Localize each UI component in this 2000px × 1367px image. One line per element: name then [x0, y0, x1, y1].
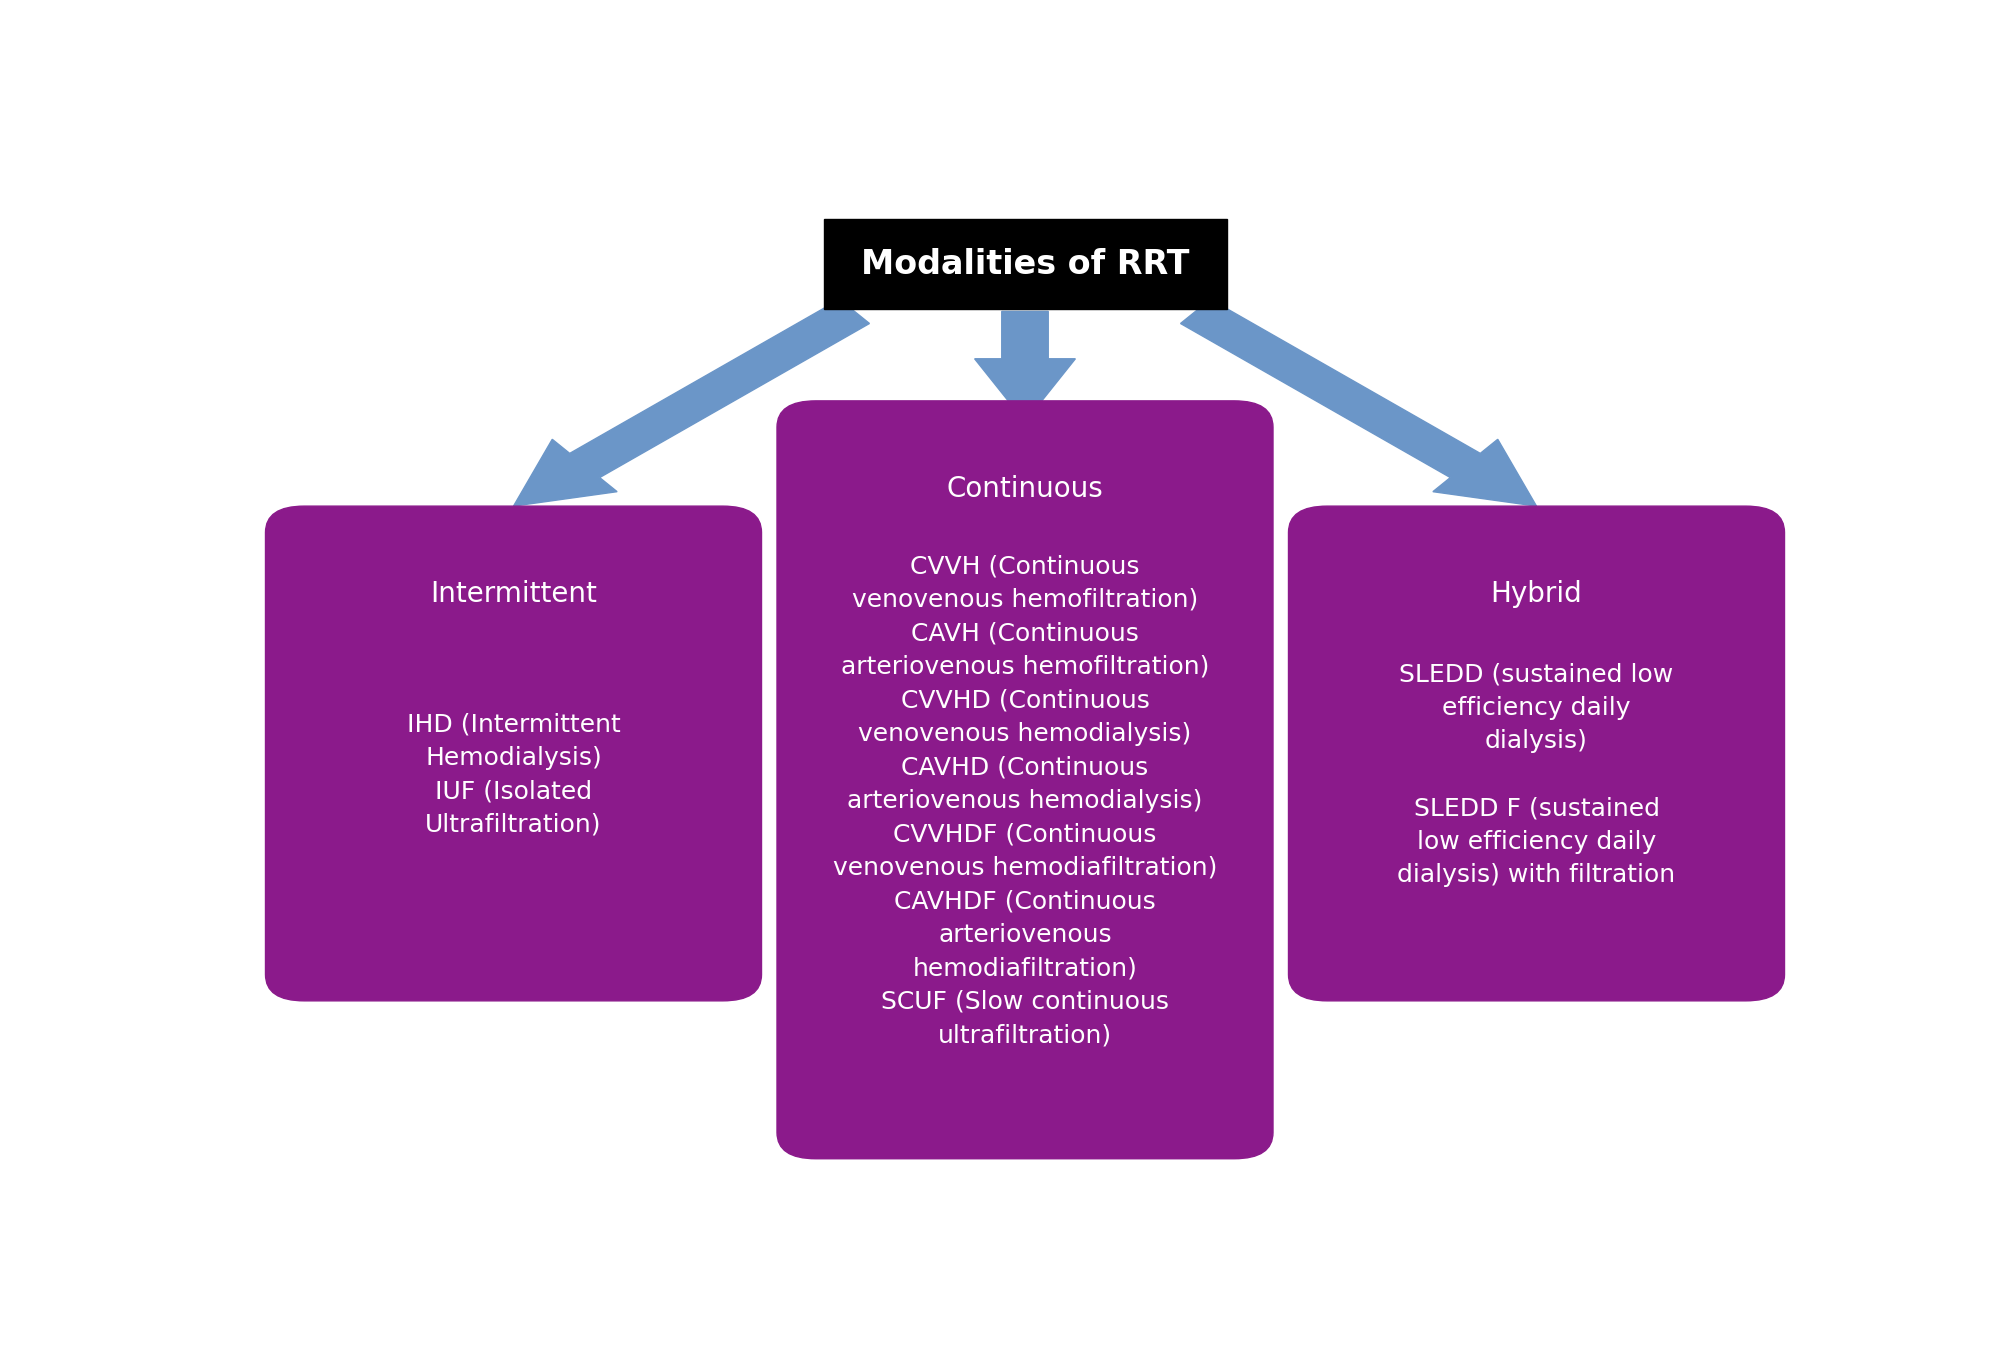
Text: SLEDD (sustained low
efficiency daily
dialysis)

SLEDD F (sustained
low efficien: SLEDD (sustained low efficiency daily di…	[1398, 662, 1676, 887]
Text: Continuous: Continuous	[946, 474, 1104, 503]
Text: CVVH (Continuous
venovenous hemofiltration)
CAVH (Continuous
arteriovenous hemof: CVVH (Continuous venovenous hemofiltrati…	[832, 555, 1218, 1047]
Text: Modalities of RRT: Modalities of RRT	[860, 247, 1190, 280]
FancyBboxPatch shape	[1288, 506, 1784, 1001]
Text: Intermittent: Intermittent	[430, 580, 596, 608]
Polygon shape	[1180, 299, 1536, 506]
FancyBboxPatch shape	[776, 401, 1274, 1159]
Polygon shape	[514, 299, 870, 506]
Polygon shape	[974, 312, 1076, 422]
Text: Hybrid: Hybrid	[1490, 580, 1582, 608]
FancyBboxPatch shape	[824, 219, 1226, 309]
FancyBboxPatch shape	[266, 506, 762, 1001]
Text: IHD (Intermittent
Hemodialysis)
IUF (Isolated
Ultrafiltration): IHD (Intermittent Hemodialysis) IUF (Iso…	[406, 712, 620, 837]
